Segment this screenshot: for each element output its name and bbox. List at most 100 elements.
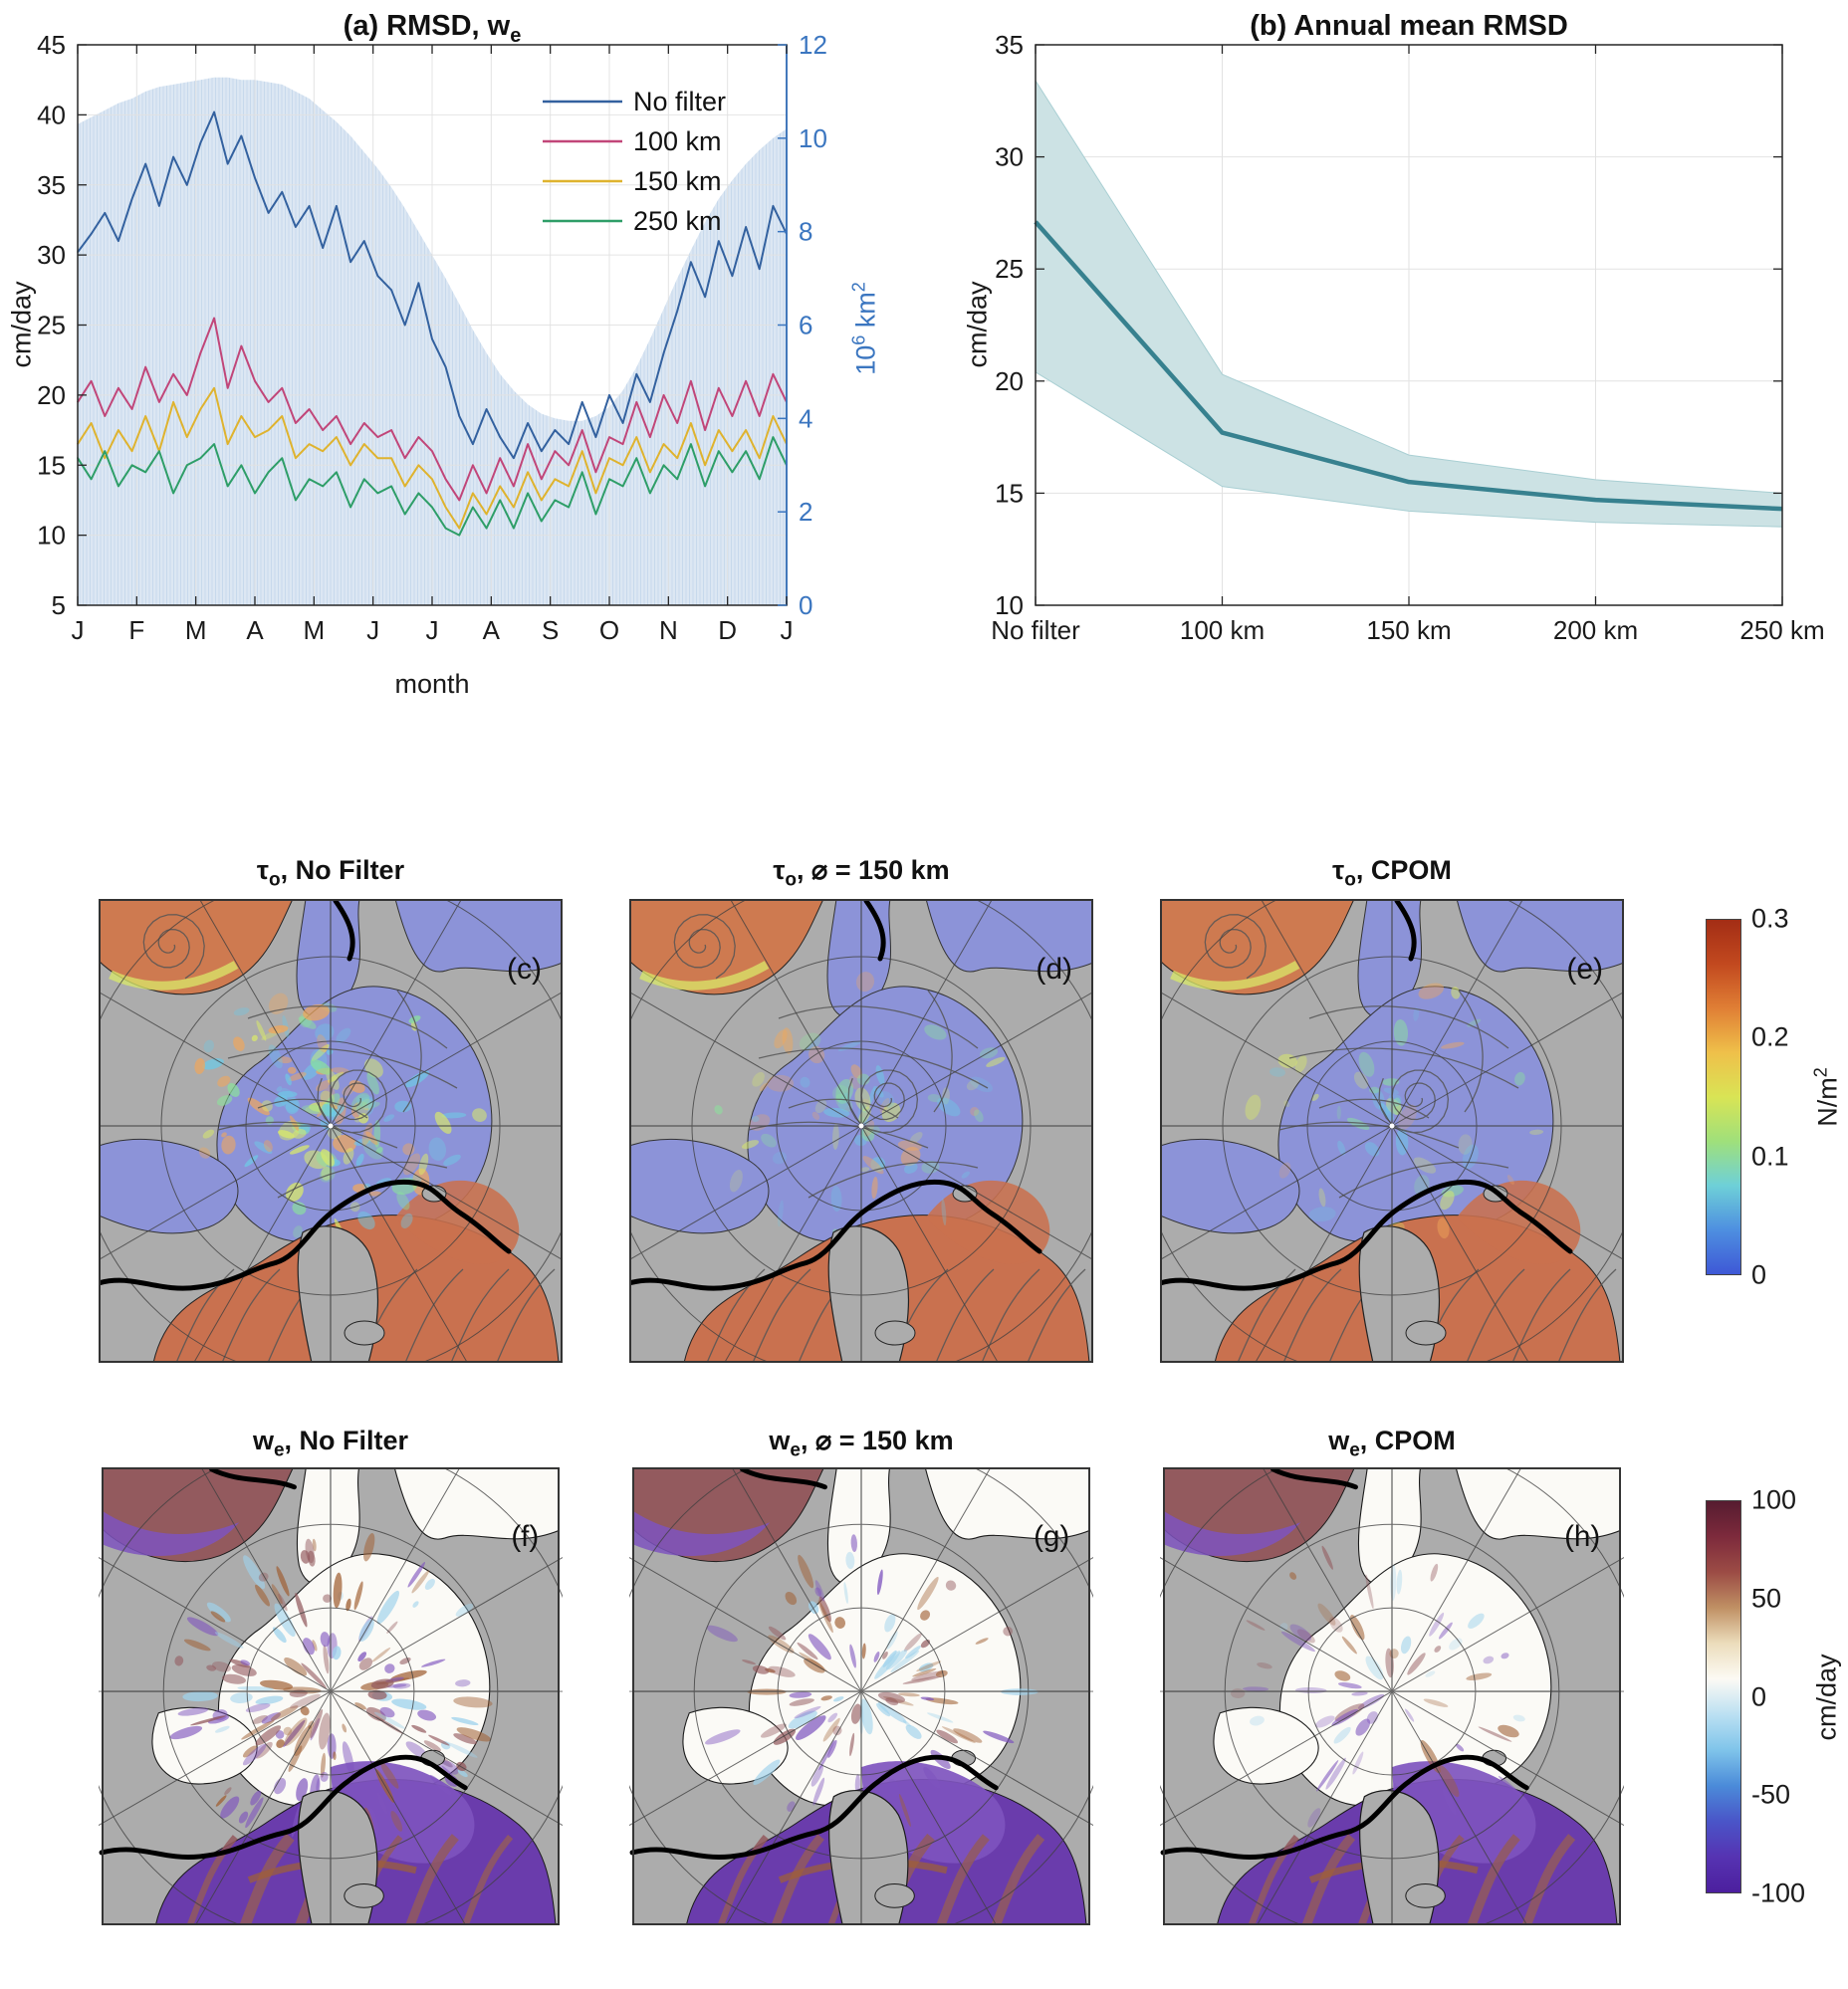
panel-b-xtick: No filter (991, 615, 1080, 645)
panel-a-ytick-right: 2 (799, 497, 812, 527)
map-title-d: τo, ⌀ = 150 km (773, 855, 950, 891)
panel-a-xtick: S (542, 615, 559, 645)
panel-a: (a) RMSD, we J F M A M J J A S O N D J 5 10 15 20 25 30 35 4… (0, 0, 896, 836)
panel-a-ytick-right: 0 (799, 590, 812, 620)
colorbar-unit-row2: cm/day (1811, 1653, 1842, 1741)
panel-a-xtick: M (303, 615, 325, 645)
panel-b-ytick: 10 (995, 590, 1024, 620)
panel-b-xtick: 100 km (1180, 615, 1265, 645)
panel-a-ytick-left: 40 (37, 100, 66, 129)
panel-b-ytick: 35 (995, 30, 1024, 60)
colorbar-tick: 100 (1751, 1484, 1797, 1515)
panel-a-ytick-right: 8 (799, 217, 812, 247)
map-panel-h: we, CPOM (h) (1160, 1406, 1624, 1925)
panel-b-ytick: 30 (995, 142, 1024, 172)
colorbar-gradient-row2 (1706, 1500, 1741, 1893)
ice-edge (1160, 1179, 1573, 1291)
map-e: (e) (1160, 899, 1624, 1363)
map-g: (g) (629, 1467, 1093, 1925)
panel-a-xtick: F (128, 615, 144, 645)
panel-b-ytick: 25 (995, 254, 1024, 284)
panel-a-xtick: M (185, 615, 207, 645)
colorbar-tick: 50 (1751, 1583, 1782, 1614)
panel-a-xtick: J (426, 615, 439, 645)
panel-a-title: (a) RMSD, we (78, 10, 787, 48)
map-panel-c: τo, No Filter (c) (99, 841, 563, 1363)
panel-b-title: (b) Annual mean RMSD (1250, 10, 1568, 42)
map-panel-d: τo, ⌀ = 150 km (d) (629, 841, 1093, 1363)
map-corner-label-g: (g) (1034, 1520, 1069, 1553)
panel-b-ytick: 20 (995, 366, 1024, 396)
panel-a-ytick-left: 25 (37, 311, 66, 340)
map-title-c: τo, No Filter (256, 855, 405, 891)
colorbar-tick: 0.1 (1751, 1141, 1789, 1172)
ice-edge (629, 1754, 999, 1860)
panel-a-xtick: J (72, 615, 85, 645)
panel-b-ylabel: cm/day (962, 281, 993, 368)
map-panel-e: τo, CPOM (e) (1160, 841, 1624, 1363)
panel-a-xtick: O (599, 615, 619, 645)
series-line-2 (77, 386, 788, 530)
ice-edge (629, 1179, 1042, 1291)
panel-a-xtick: J (781, 615, 794, 645)
panel-a-ytick-right: 4 (799, 403, 812, 433)
maps-row-tau: τo, No Filter (c) τo, ⌀ = 150 km (d) τo, CPO… (0, 841, 1848, 1399)
colorbar-tick: 0.2 (1751, 1021, 1789, 1052)
graticule (629, 1467, 1093, 1925)
panel-a-chart: J F M A M J J A S O N D J51015202530354045024681012N… (37, 30, 827, 645)
panel-a-ytick-right: 6 (799, 311, 812, 340)
map-corner-label-d: (d) (1036, 953, 1072, 986)
panel-b-xtick: 200 km (1553, 615, 1638, 645)
panel-b-xtick: 150 km (1366, 615, 1451, 645)
map-title-g: we, ⌀ = 150 km (769, 1426, 954, 1461)
map-panel-f: we, No Filter (f) (99, 1406, 563, 1925)
ice-edge (99, 1754, 468, 1860)
panel-a-xtick: D (718, 615, 737, 645)
map-title-h: we, CPOM (1328, 1426, 1456, 1461)
graticule (99, 899, 563, 1363)
panel-b-ytick: 15 (995, 478, 1024, 508)
map-d: (d) (629, 899, 1093, 1363)
legend-label-0: No filter (633, 87, 726, 116)
map-h: (h) (1160, 1467, 1624, 1925)
panel-a-ytick-left: 30 (37, 240, 66, 270)
panel-a-xtick: A (246, 615, 264, 645)
map-f: (f) (99, 1467, 563, 1925)
map-corner-label-c: (c) (507, 953, 542, 986)
panel-b-xtick: 250 km (1739, 615, 1824, 645)
panel-a-ytick-right: 12 (799, 30, 827, 60)
map-corner-label-h: (h) (1564, 1520, 1600, 1553)
graticule (629, 899, 1093, 1363)
rmsd-mean-line (1034, 220, 1783, 512)
legend-label-3: 250 km (633, 206, 722, 236)
colorbar-tick: 0 (1751, 1259, 1767, 1290)
panel-a-title-sub: e (510, 24, 522, 47)
colorbar-tick: 0 (1751, 1681, 1767, 1711)
series-line-3 (77, 436, 788, 537)
colorbar-row2: 100 50 0 -50 -100 cm/day (1706, 1485, 1845, 1908)
map-corner-label-f: (f) (511, 1520, 539, 1553)
maps-row-we: we, No Filter (f) we, ⌀ = 150 km (g) we, CPO… (0, 1406, 1848, 1989)
panel-b: (b) Annual mean RMSD No filter 100 km 150 … (952, 0, 1848, 836)
colorbar-unit-row1: N/m2 (1810, 1067, 1843, 1127)
panel-a-ytick-left: 35 (37, 170, 66, 200)
map-title-f: we, No Filter (252, 1426, 409, 1461)
colorbar-gradient-row1 (1706, 919, 1741, 1275)
panel-a-ytick-left: 10 (37, 521, 66, 551)
map-c: (c) (99, 899, 563, 1363)
panel-a-xtick: A (483, 615, 501, 645)
colorbar-row1: 0.3 0.2 0.1 0 N/m2 (1706, 904, 1845, 1290)
panel-a-ytick-left: 15 (37, 450, 66, 480)
panel-a-xtick: N (659, 615, 678, 645)
ice-edge (99, 1179, 512, 1291)
ice-edge (1160, 1754, 1529, 1860)
panel-a-xtick: J (366, 615, 379, 645)
colorbar-tick: 0.3 (1751, 903, 1789, 934)
legend-label-2: 150 km (633, 166, 722, 196)
panel-a-ytick-left: 5 (52, 590, 66, 620)
panel-a-ytick-left: 20 (37, 380, 66, 410)
panel-b-chart: No filter 100 km 150 km 200 km 250 km 10 15 20 2… (991, 30, 1824, 645)
panel-a-ytick-right: 10 (799, 123, 827, 153)
panel-a-ytick-left: 45 (37, 30, 66, 60)
colorbar-tick: -50 (1751, 1779, 1791, 1810)
